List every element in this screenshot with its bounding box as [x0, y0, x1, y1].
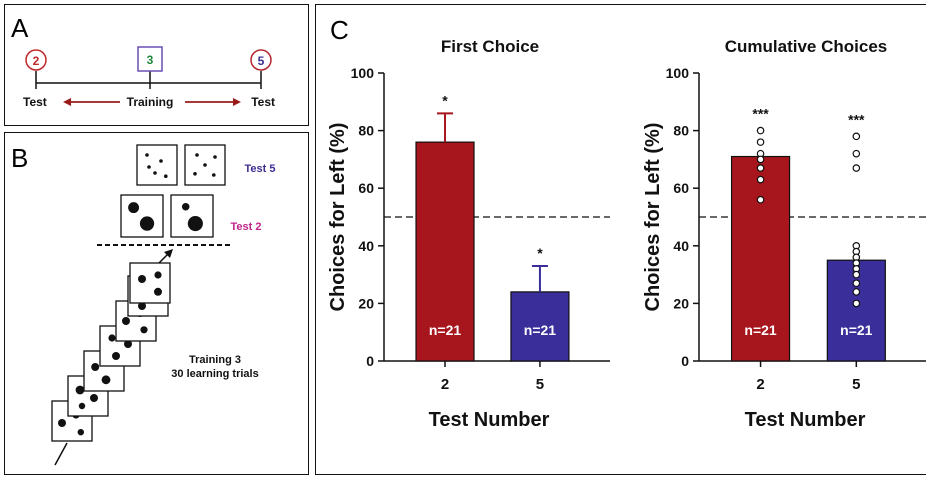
- test-5-marker-label: 5: [258, 54, 265, 68]
- y-tick-label: 20: [358, 295, 374, 311]
- y-tick-label: 100: [351, 65, 375, 81]
- panel-a: A 2 3 5 Test Training Test: [4, 4, 309, 126]
- bar-test-2: [415, 141, 475, 362]
- training-diagram: B Test 5 Test 2 Training 3 30 learning t…: [11, 143, 276, 466]
- data-point: [852, 164, 861, 172]
- approach-line: [54, 442, 68, 466]
- sample-size-label: n=21: [524, 322, 557, 338]
- sample-size-label: n=21: [744, 322, 777, 338]
- panel-a-letter: A: [11, 13, 29, 43]
- x-axis-label: Test Number: [429, 409, 550, 431]
- chart-title: First Choice: [441, 37, 539, 56]
- data-point: [756, 175, 765, 184]
- y-tick-label: 60: [673, 180, 689, 196]
- y-axis-label: Choices for Left (%): [327, 123, 349, 312]
- data-point: [852, 132, 861, 141]
- y-axis-label: Choices for Left (%): [642, 123, 664, 312]
- data-point: [756, 155, 765, 164]
- chart-2: Cumulative Choices Choices for Left (%) 0 2…: [642, 37, 926, 431]
- x-tick-label: 2: [756, 376, 764, 393]
- data-point: [852, 279, 861, 288]
- arrow-right-head: [233, 98, 241, 106]
- timeline-test-right-label: Test: [251, 95, 275, 109]
- panel-b-letter: B: [11, 143, 28, 173]
- data-point: [756, 164, 765, 172]
- test-2-label: Test 2: [231, 221, 262, 233]
- data-point: [756, 126, 765, 135]
- x-axis-label: Test Number: [745, 409, 866, 431]
- timeline-training-label: Training: [127, 95, 174, 109]
- training-3-square-marker: [137, 46, 163, 72]
- significance-marker: *: [537, 245, 543, 261]
- x-tick-label: 5: [536, 376, 544, 393]
- chart-1: First Choice Choices for Left (%) 0 20 40 60 8…: [327, 37, 610, 431]
- y-tick-label: 80: [673, 123, 689, 139]
- y-tick-label: 40: [673, 238, 689, 254]
- chart-title: Cumulative Choices: [725, 37, 888, 56]
- data-point: [852, 299, 861, 308]
- data-point: [852, 270, 861, 279]
- y-tick-label: 100: [666, 65, 690, 81]
- significance-marker: ***: [752, 106, 769, 122]
- sample-size-label: n=21: [840, 322, 873, 338]
- test-5-stimulus-left: [136, 144, 178, 186]
- data-point: [852, 149, 861, 158]
- panel-c-letter: C: [330, 15, 349, 45]
- sample-size-label: n=21: [429, 322, 462, 338]
- y-tick-label: 60: [358, 180, 374, 196]
- test-2-circle-marker: [25, 49, 47, 71]
- timeline-diagram: A 2 3 5 Test Training Test: [11, 13, 275, 109]
- significance-marker: ***: [848, 111, 865, 127]
- y-tick-label: 20: [673, 295, 689, 311]
- y-tick-label: 40: [358, 238, 374, 254]
- test-5-circle-marker: [250, 49, 272, 71]
- training-3-marker-label: 3: [147, 53, 154, 67]
- test-2-stimulus-right: [170, 194, 214, 238]
- training-stimulus-card: [129, 262, 171, 304]
- x-tick-label: 2: [441, 376, 449, 393]
- test-5-stimulus-right: [184, 144, 226, 186]
- arrow-left-head: [63, 98, 71, 106]
- data-point: [756, 195, 765, 204]
- training-label-line2: 30 learning trials: [171, 368, 258, 380]
- progress-arrow-head: [164, 249, 173, 258]
- data-point: [852, 288, 861, 296]
- training-label-line1: Training 3: [189, 354, 241, 366]
- timeline-test-left-label: Test: [23, 95, 47, 109]
- significance-marker: *: [442, 92, 448, 108]
- panel-c: C First Choice Choices for Left (%) 0 20 40 6…: [315, 4, 926, 475]
- y-tick-label: 0: [366, 353, 374, 369]
- test-5-label: Test 5: [245, 163, 276, 175]
- y-tick-label: 80: [358, 123, 374, 139]
- panel-b: B Test 5 Test 2 Training 3 30 learning t…: [4, 132, 309, 475]
- data-point: [756, 138, 765, 146]
- y-tick-label: 0: [681, 353, 689, 369]
- x-tick-label: 5: [852, 376, 860, 393]
- test-2-marker-label: 2: [33, 54, 40, 68]
- test-2-stimulus-left: [120, 194, 164, 238]
